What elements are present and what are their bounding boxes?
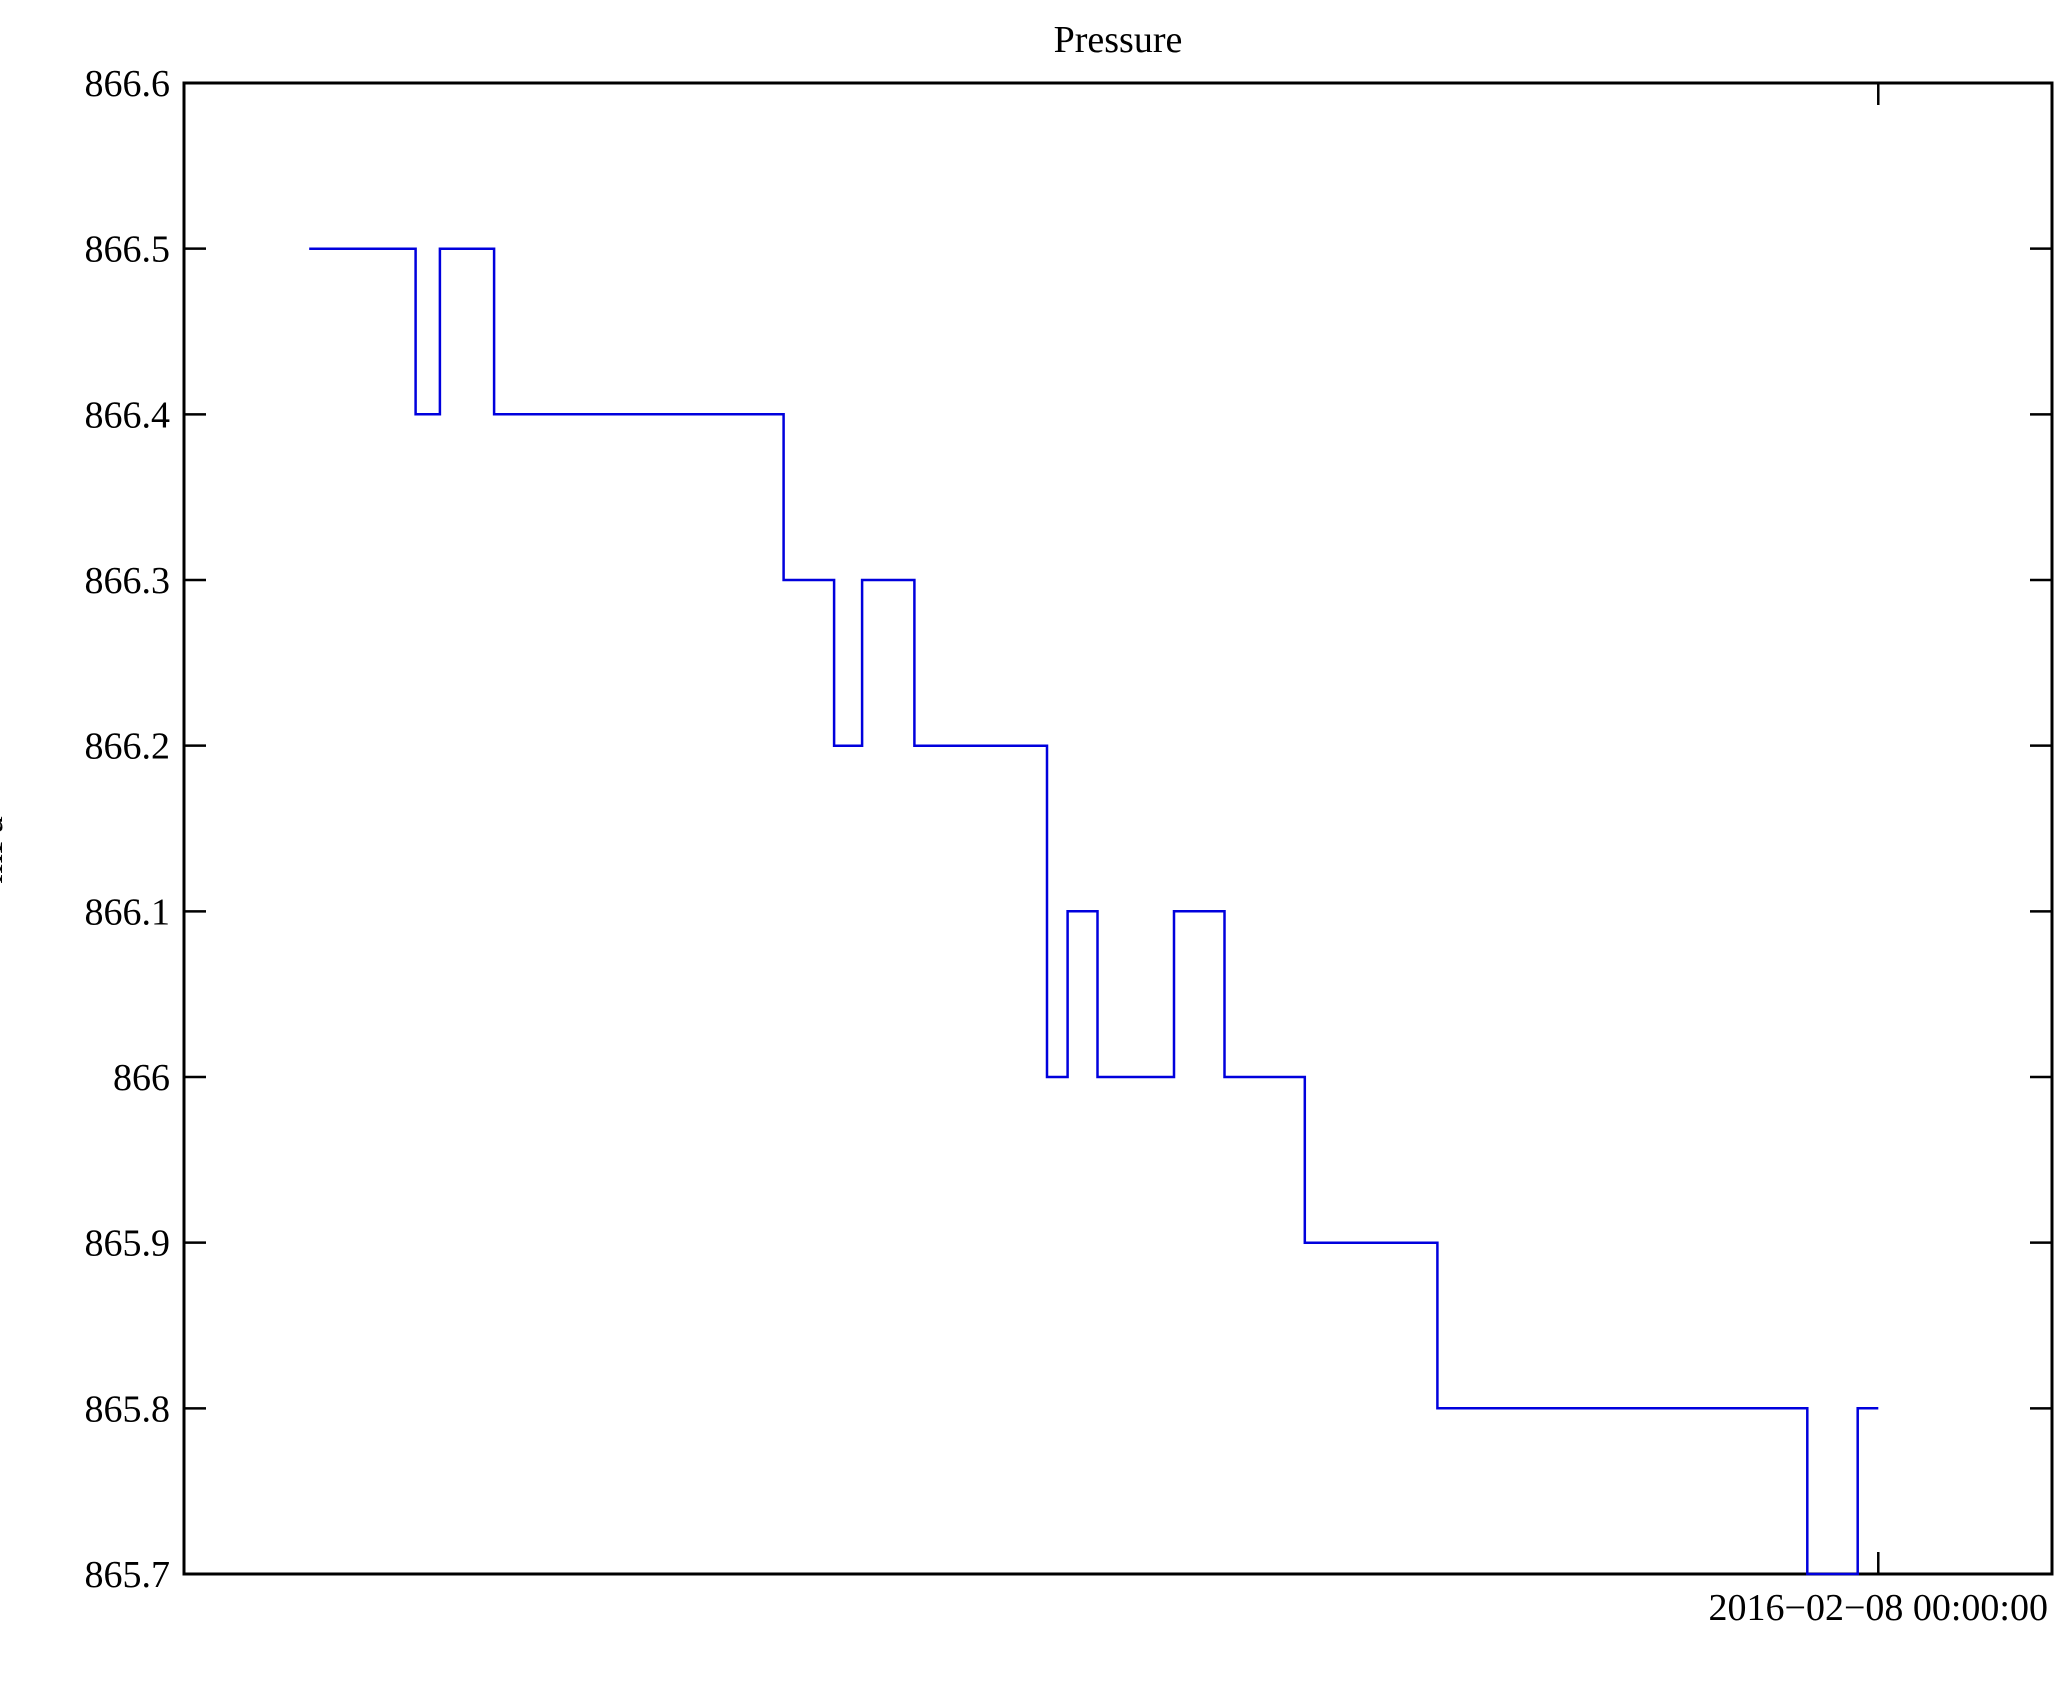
y-tick-label: 865.8 [85, 1388, 171, 1430]
plot-frame [182, 81, 2054, 1576]
y-tick-label: 866.2 [85, 726, 171, 768]
y-tick-label: 866.4 [85, 394, 171, 436]
y-tick-label: 865.7 [85, 1554, 171, 1596]
y-tick-label: 866 [113, 1057, 170, 1099]
y-tick-label: 866.3 [85, 560, 171, 602]
y-tick-label: 865.9 [85, 1223, 171, 1265]
y-axis-label: mPa [0, 816, 11, 884]
x-tick-label: 2016−02−08 00:00:00 [1708, 1587, 2048, 1629]
y-tick-label: 866.6 [85, 63, 171, 105]
y-tick-label: 866.5 [85, 229, 171, 271]
y-tick-label: 866.1 [85, 891, 171, 933]
pressure-line [309, 247, 1879, 1576]
chart-title: Pressure [1053, 19, 1183, 61]
